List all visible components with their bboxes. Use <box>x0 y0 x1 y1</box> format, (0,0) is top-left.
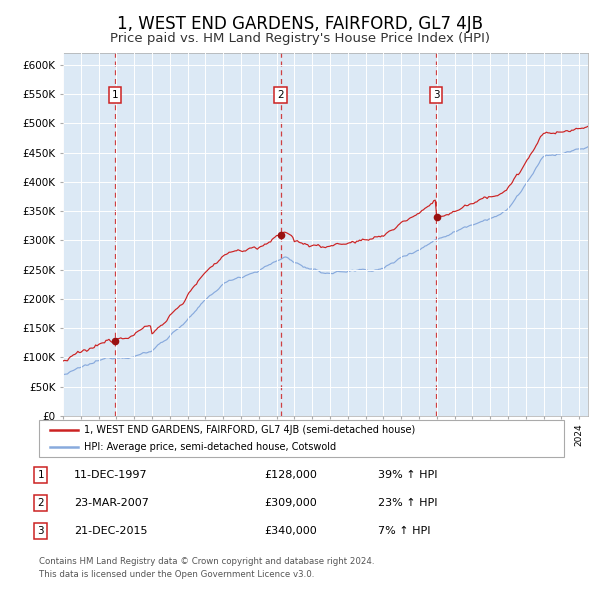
Text: 23-MAR-2007: 23-MAR-2007 <box>74 498 149 507</box>
Text: 1, WEST END GARDENS, FAIRFORD, GL7 4JB: 1, WEST END GARDENS, FAIRFORD, GL7 4JB <box>117 15 483 34</box>
Text: 3: 3 <box>37 526 44 536</box>
Text: Contains HM Land Registry data © Crown copyright and database right 2024.: Contains HM Land Registry data © Crown c… <box>39 558 374 566</box>
Text: 11-DEC-1997: 11-DEC-1997 <box>74 470 148 480</box>
Text: 39% ↑ HPI: 39% ↑ HPI <box>378 470 437 480</box>
Text: 21-DEC-2015: 21-DEC-2015 <box>74 526 148 536</box>
Text: £128,000: £128,000 <box>264 470 317 480</box>
Text: 2: 2 <box>277 90 284 100</box>
Text: Price paid vs. HM Land Registry's House Price Index (HPI): Price paid vs. HM Land Registry's House … <box>110 32 490 45</box>
Text: 1: 1 <box>37 470 44 480</box>
Text: 23% ↑ HPI: 23% ↑ HPI <box>378 498 437 507</box>
Text: 1, WEST END GARDENS, FAIRFORD, GL7 4JB (semi-detached house): 1, WEST END GARDENS, FAIRFORD, GL7 4JB (… <box>84 425 415 435</box>
Text: 7% ↑ HPI: 7% ↑ HPI <box>378 526 431 536</box>
Text: £309,000: £309,000 <box>264 498 317 507</box>
Text: HPI: Average price, semi-detached house, Cotswold: HPI: Average price, semi-detached house,… <box>84 442 336 452</box>
Text: 2: 2 <box>37 498 44 507</box>
Text: 1: 1 <box>112 90 118 100</box>
Text: 3: 3 <box>433 90 440 100</box>
Text: This data is licensed under the Open Government Licence v3.0.: This data is licensed under the Open Gov… <box>39 571 314 579</box>
Text: £340,000: £340,000 <box>264 526 317 536</box>
